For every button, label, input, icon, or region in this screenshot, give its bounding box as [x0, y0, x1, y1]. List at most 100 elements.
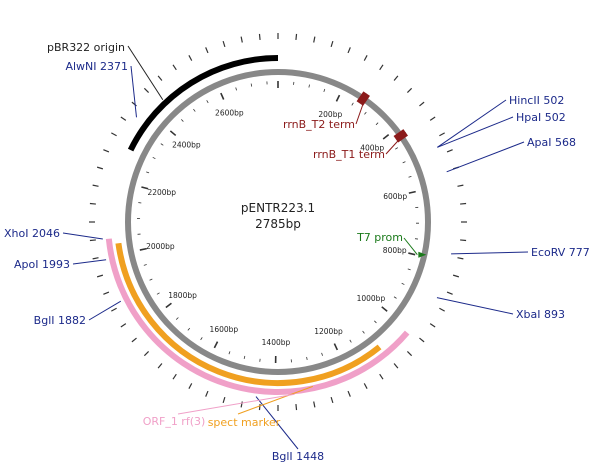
site-label: BglI 1882	[34, 314, 86, 327]
major-tick	[169, 130, 177, 137]
outer-tick	[120, 116, 127, 121]
restriction-sites: AlwNI 2371 HincII 502 HpaI 502 ApaI 568 EcoR…	[4, 60, 590, 463]
spect-label: spect marker	[208, 416, 281, 429]
outer-tick	[419, 337, 425, 343]
tick-label-400: 400bp	[360, 144, 384, 153]
outer-tick	[460, 202, 467, 205]
outer-tick	[363, 383, 368, 389]
major-tick	[408, 252, 416, 256]
minor-tick	[374, 320, 377, 324]
minor-tick	[308, 84, 310, 88]
major-tick	[335, 94, 341, 102]
outer-tick	[188, 55, 193, 61]
t1-marker	[393, 129, 408, 143]
spect-arc	[115, 242, 382, 386]
outer-tick	[330, 396, 334, 404]
outer-tick	[446, 291, 453, 295]
outer-tick	[393, 75, 399, 81]
site-label: XbaI 893	[516, 308, 565, 321]
bp-tick-labels: 200bp 400bp 600bp 800bp 1000bp 1200bp 1400bp 16…	[146, 108, 407, 347]
minor-tick	[160, 143, 164, 146]
minor-tick	[200, 337, 203, 341]
outer-tick	[393, 363, 399, 369]
rrnb-t2-leader	[355, 93, 368, 125]
ori-label: pBR322 origin	[47, 41, 125, 54]
minor-tick	[393, 296, 397, 299]
outer-tick	[96, 166, 104, 170]
minor-tick	[323, 88, 326, 92]
major-tick	[139, 247, 147, 251]
site-label: EcoRV 777	[531, 246, 590, 259]
outer-tick	[143, 350, 150, 357]
outer-tick	[347, 47, 351, 54]
minor-tick	[306, 356, 308, 361]
site-leader	[255, 396, 299, 450]
minor-tick	[395, 147, 399, 150]
outer-tick	[222, 396, 226, 404]
minor-tick	[228, 351, 231, 355]
outer-tick	[143, 87, 150, 94]
rrnb-t1-leader	[385, 132, 407, 155]
promoter-marker	[418, 251, 427, 258]
major-tick	[141, 186, 149, 190]
outer-tick	[89, 202, 96, 205]
site-leader	[72, 259, 107, 265]
tick-label-2600: 2600bp	[215, 108, 244, 117]
major-tick	[165, 302, 172, 309]
outer-tick	[111, 307, 117, 312]
minor-tick	[321, 352, 323, 356]
orf-label: ORF_1 rf(3)	[143, 415, 206, 428]
minor-tick	[250, 83, 253, 87]
outer-tick	[439, 307, 445, 312]
tick-label-1800: 1800bp	[168, 291, 197, 300]
outer-tick	[295, 404, 298, 411]
outer-tick	[103, 291, 110, 295]
tick-label-1000: 1000bp	[357, 294, 386, 303]
spect-leader	[237, 385, 313, 415]
outer-tick	[240, 401, 243, 408]
outer-tick	[406, 87, 413, 94]
ori-arc	[127, 55, 279, 152]
tick-label-800: 800bp	[383, 246, 407, 255]
major-tick	[408, 190, 416, 194]
outer-tick	[295, 33, 298, 40]
outer-tick	[452, 274, 460, 278]
site-leader	[446, 141, 525, 173]
outer-tick	[172, 64, 177, 71]
outer-tick	[103, 149, 110, 153]
outer-tick	[92, 257, 99, 260]
outer-tick	[157, 75, 163, 81]
outer-tick	[363, 55, 368, 61]
minor-tick	[152, 156, 156, 160]
site-label: BglI 1448	[272, 450, 324, 463]
site-leader	[62, 232, 103, 240]
outer-tick	[240, 36, 243, 43]
outer-tick	[439, 132, 445, 137]
outer-tick	[446, 149, 453, 153]
outer-tick	[96, 274, 104, 278]
minor-tick	[401, 282, 405, 285]
rrnb-t2-label: rrnB_T2 term	[283, 118, 355, 131]
minor-tick	[364, 111, 367, 115]
minor-tick	[243, 355, 246, 359]
site-label: ApaI 568	[527, 136, 576, 149]
promoter-leader	[403, 237, 418, 256]
major-tick	[220, 92, 225, 100]
minor-tick	[181, 119, 184, 122]
site-leader	[130, 65, 137, 118]
site-label: HpaI 502	[516, 111, 566, 124]
outer-tick	[457, 184, 464, 187]
site-label: AlwNI 2371	[65, 60, 128, 73]
tick-label-2000: 2000bp	[146, 242, 175, 251]
minor-tick	[235, 87, 237, 91]
outer-tick	[258, 33, 261, 40]
tick-label-200: 200bp	[318, 110, 342, 119]
outer-tick-ring	[89, 33, 467, 411]
major-tick	[382, 133, 390, 140]
outer-tick	[258, 404, 261, 411]
site-label: ApoI 1993	[14, 258, 70, 271]
site-label: XhoI 2046	[4, 227, 60, 240]
major-tick	[213, 341, 219, 349]
outer-tick	[131, 337, 137, 343]
